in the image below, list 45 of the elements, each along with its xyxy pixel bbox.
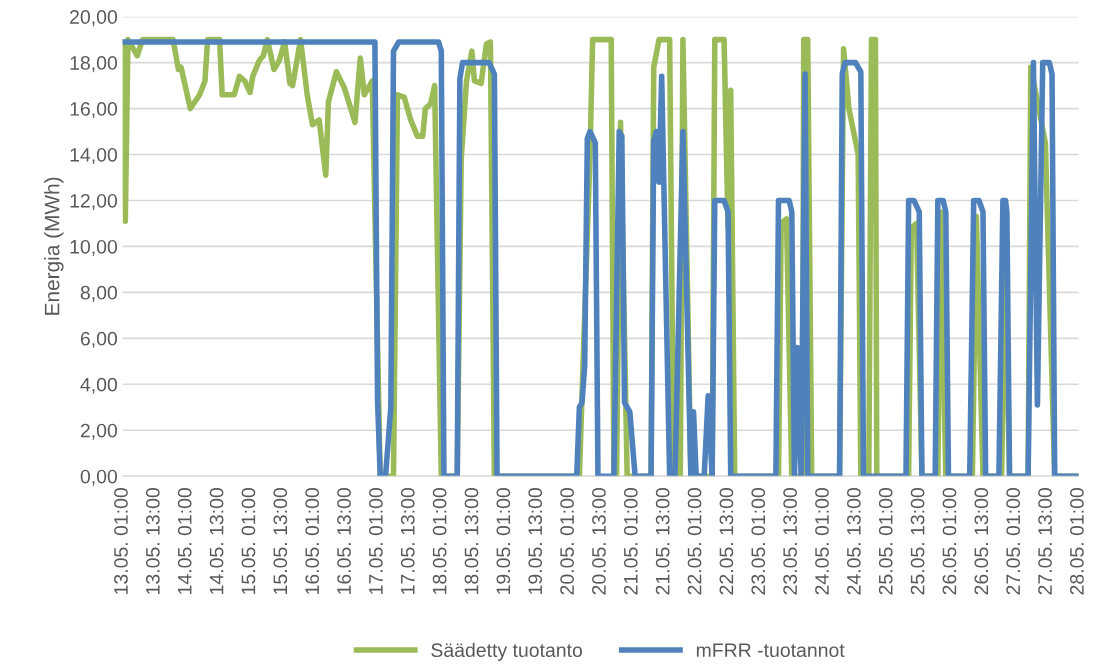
- x-tick-label: 22.05. 01:00: [687, 488, 702, 595]
- y-tick-label: 6,00: [80, 331, 118, 348]
- x-tick-label: 27.05. 13:00: [1038, 488, 1052, 595]
- x-tick-label: 26.05. 01:00: [942, 488, 957, 595]
- y-tick-label: 4,00: [80, 377, 118, 394]
- x-tick-label: 17.05. 01:00: [369, 488, 383, 594]
- x-tick-label: 14.05. 01:00: [177, 488, 192, 594]
- x-tick-label: 18.05. 01:00: [432, 488, 447, 594]
- x-tick-label: 28.05. 01:00: [1070, 488, 1084, 595]
- x-tick-label: 22.05. 13:00: [719, 488, 734, 595]
- x-tick-label: 16.05. 13:00: [337, 488, 351, 594]
- y-tick-label: 12,00: [70, 193, 118, 210]
- x-tick-label: 20.05. 01:00: [560, 488, 574, 595]
- x-tick-label: 16.05. 01:00: [305, 488, 320, 594]
- legend-label: mFRR -tuotannot: [696, 643, 845, 658]
- x-tick-label: 19.05. 01:00: [496, 488, 511, 594]
- y-tick-label: 8,00: [80, 285, 118, 302]
- x-tick-label: 15.05. 13:00: [273, 488, 288, 594]
- x-tick-label: 25.05. 13:00: [910, 488, 925, 595]
- x-tick-label: 27.05. 01:00: [1006, 488, 1021, 595]
- legend-label: Säädetty tuotanto: [431, 642, 583, 661]
- x-tick-label: 23.05. 13:00: [783, 488, 798, 595]
- x-tick-label: 21.05. 01:00: [623, 488, 638, 595]
- y-tick-label: 18,00: [70, 56, 118, 73]
- x-tick-label: 26.05. 13:00: [974, 488, 989, 595]
- x-tick-label: 24.05. 13:00: [846, 488, 861, 595]
- x-tick-label: 20.05. 13:00: [592, 488, 606, 595]
- x-tick-label: 15.05. 01:00: [241, 488, 256, 594]
- x-tick-label: 24.05. 01:00: [815, 488, 829, 595]
- y-tick-label: 14,00: [70, 147, 118, 165]
- x-tick-label: 18.05. 13:00: [464, 488, 479, 594]
- x-tick-label: 14.05. 13:00: [209, 488, 224, 594]
- x-tick-label: 13.05. 13:00: [145, 488, 160, 594]
- x-tick-label: 21.05. 13:00: [655, 488, 670, 595]
- x-tick-label: 25.05. 01:00: [878, 488, 893, 595]
- x-tick-label: 23.05. 01:00: [751, 488, 766, 595]
- y-tick-label: 10,00: [70, 239, 118, 256]
- y-axis-title: Energia (MWh): [44, 177, 64, 315]
- x-tick-label: 13.05. 01:00: [114, 488, 128, 594]
- y-tick-label: 20,00: [70, 10, 118, 27]
- x-tick-label: 17.05. 13:00: [400, 488, 415, 594]
- y-tick-label: 0,00: [80, 469, 118, 486]
- y-tick-label: 16,00: [70, 102, 118, 119]
- x-tick-label: 19.05. 13:00: [528, 488, 543, 594]
- y-tick-label: 2,00: [80, 423, 118, 440]
